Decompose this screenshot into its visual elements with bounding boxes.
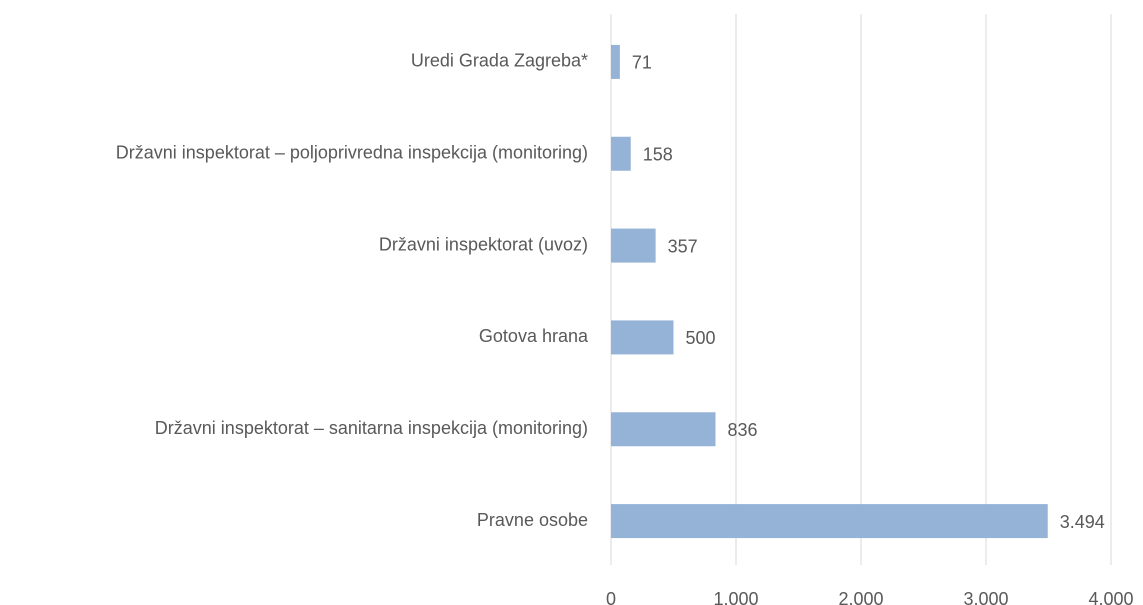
x-tick-label: 2.000 [838,589,883,605]
y-tick-label: Pravne osobe [477,510,588,530]
y-tick-label: Državni inspektorat – poljoprivredna ins… [116,143,588,163]
bar [611,228,656,263]
bar [611,44,620,79]
value-label: 158 [643,145,673,165]
value-label: 836 [728,420,758,440]
x-tick-label: 4.000 [1088,589,1133,605]
value-label: 500 [686,328,716,348]
bar [611,412,716,447]
value-label: 357 [668,236,698,256]
bar [611,320,674,355]
value-label: 3.494 [1060,512,1105,532]
y-tick-label: Državni inspektorat – sanitarna inspekci… [155,418,588,438]
y-tick-label: Gotova hrana [479,326,589,346]
y-tick-label: Državni inspektorat (uvoz) [379,234,588,254]
y-tick-label: Uredi Grada Zagreba* [411,51,588,71]
x-tick-label: 1.000 [713,589,758,605]
bar [611,136,631,171]
bar [611,504,1048,539]
x-tick-label: 0 [606,589,616,605]
value-label: 71 [632,53,652,73]
x-tick-label: 3.000 [963,589,1008,605]
